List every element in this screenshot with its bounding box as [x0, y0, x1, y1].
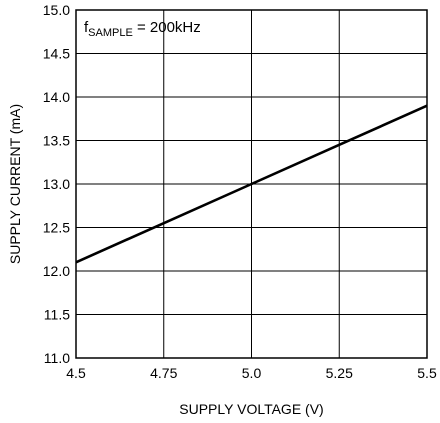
y-tick-label: 13.0 — [43, 176, 70, 192]
x-tick-label: 5.5 — [417, 365, 437, 381]
y-tick-labels: 11.0 11.5 12.0 12.5 13.0 13.5 14.0 14.5 15.0 — [43, 2, 70, 366]
y-tick-label: 11.5 — [44, 307, 70, 323]
y-tick-label: 12.0 — [43, 263, 70, 279]
x-tick-label: 5.25 — [326, 365, 353, 381]
x-tick-label: 4.5 — [66, 365, 86, 381]
annotation-suffix: = 200kHz — [133, 19, 201, 36]
y-tick-label: 11.0 — [44, 350, 70, 366]
y-tick-label: 13.5 — [43, 133, 70, 149]
annotation-subscript: SAMPLE — [88, 27, 133, 39]
y-tick-label: 14.5 — [43, 46, 70, 62]
y-axis-title: SUPPLY CURRENT (mA) — [7, 104, 23, 264]
y-tick-label: 14.0 — [43, 89, 70, 105]
x-tick-label: 4.75 — [150, 365, 177, 381]
y-tick-label: 15.0 — [43, 2, 70, 18]
y-tick-label: 12.5 — [43, 220, 70, 236]
sample-frequency-annotation: fSAMPLE = 200kHz — [84, 19, 201, 39]
x-axis-title: SUPPLY VOLTAGE (V) — [179, 401, 323, 417]
x-tick-labels: 4.5 4.75 5.0 5.25 5.5 — [66, 365, 437, 381]
x-tick-label: 5.0 — [242, 365, 262, 381]
